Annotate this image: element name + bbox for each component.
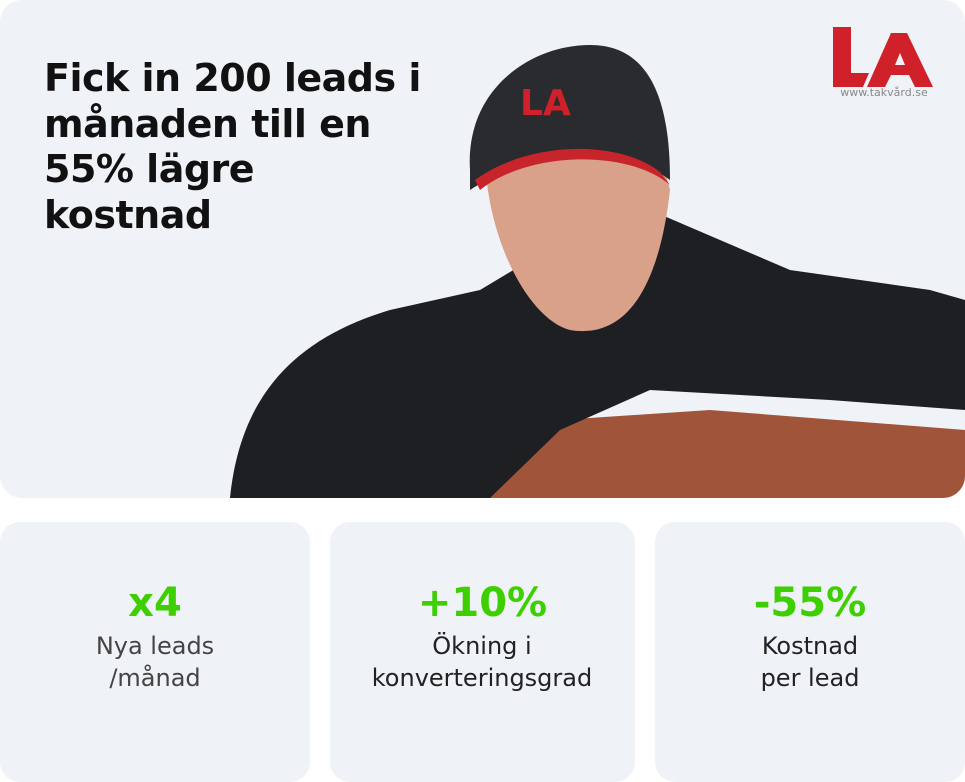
stat-card-conversion: +10% Ökning i konverteringsgrad: [330, 522, 635, 782]
svg-text:LA: LA: [520, 83, 571, 124]
stat-card-leads: x4 Nya leads /månad: [0, 522, 310, 782]
stat-label: Nya leads /månad: [95, 632, 215, 693]
stat-value: +10%: [417, 580, 548, 626]
la-logo: [833, 27, 933, 87]
hero-panel: Fick in 200 leads i månaden till en 55% …: [0, 0, 965, 498]
stat-card-cost: -55% Kostnad per lead: [655, 522, 965, 782]
stat-label: Kostnad per lead: [760, 632, 860, 693]
stat-value: x4: [128, 580, 182, 626]
logo-url: www.takvård.se: [840, 86, 928, 99]
man-in-cap-photo: LA: [230, 45, 965, 498]
stat-value: -55%: [753, 580, 867, 626]
headline: Fick in 200 leads i månaden till en 55% …: [44, 56, 421, 237]
stat-label: Ökning i konverteringsgrad: [371, 632, 593, 693]
